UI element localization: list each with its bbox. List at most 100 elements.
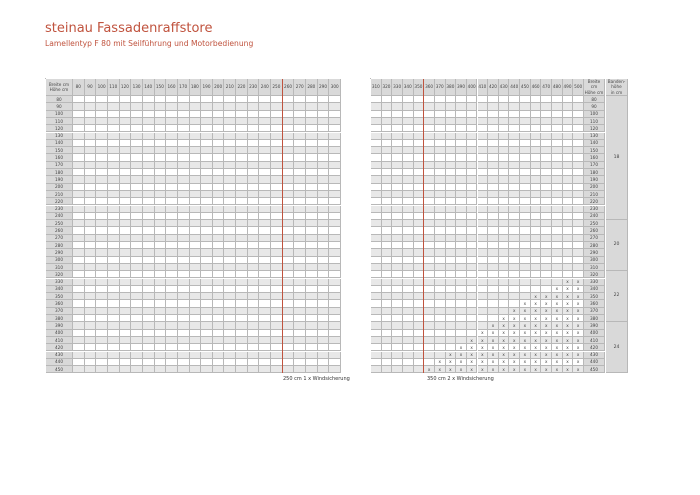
table-cell	[541, 183, 553, 191]
table-cell	[306, 263, 318, 272]
table-cell	[317, 176, 330, 184]
table-cell	[552, 176, 563, 184]
table-cell	[154, 249, 167, 257]
table-cell	[424, 176, 435, 184]
height-label: 210	[46, 190, 73, 199]
table-cell	[424, 344, 435, 352]
table-cell	[552, 212, 563, 221]
height-label: 250	[584, 220, 605, 228]
table-cell	[166, 110, 178, 118]
table-cell	[509, 103, 521, 111]
table-cell	[381, 263, 393, 272]
table-cell	[131, 125, 143, 133]
table-cell	[131, 293, 143, 301]
table-cell	[381, 256, 393, 264]
table-cell	[392, 132, 403, 140]
table-cell	[236, 300, 248, 308]
table-cell	[402, 117, 414, 126]
table-cell	[329, 96, 341, 104]
width-header: 80	[73, 79, 85, 96]
table-cell	[477, 125, 489, 133]
table-cell	[434, 154, 446, 162]
bandenhoehe-value: 18	[606, 96, 628, 221]
table-cell	[107, 227, 120, 235]
available-mark: x	[562, 278, 574, 286]
table-cell	[424, 351, 435, 359]
table-cell	[424, 300, 435, 308]
table-cell	[201, 132, 213, 140]
table-cell	[317, 293, 330, 301]
corner-header: Breite cm Höhe cm	[46, 79, 73, 96]
table-cell	[306, 161, 318, 169]
table-cell	[131, 271, 143, 279]
table-cell	[212, 117, 225, 126]
available-mark: x	[466, 344, 478, 352]
table-cell	[212, 249, 225, 257]
table-cell	[488, 117, 499, 126]
table-cell	[166, 227, 178, 235]
table-cell	[392, 220, 403, 228]
table-cell	[189, 110, 202, 118]
table-cell	[488, 249, 499, 257]
height-label: 390	[584, 322, 605, 330]
table-cell	[498, 117, 510, 126]
table-cell	[306, 117, 318, 126]
table-cell	[402, 161, 414, 169]
table-cell	[434, 212, 446, 221]
height-label: 130	[584, 132, 605, 140]
table-cell	[424, 234, 435, 242]
table-cell	[392, 96, 403, 104]
available-mark: x	[509, 322, 521, 330]
table-cell	[329, 198, 341, 206]
table-cell	[329, 336, 341, 345]
table-cell	[477, 176, 489, 184]
table-cell	[166, 212, 178, 221]
table-cell	[294, 322, 307, 330]
table-cell	[477, 293, 489, 301]
height-label: 370	[584, 307, 605, 315]
table-cell	[317, 125, 330, 133]
height-label: 330	[46, 278, 73, 286]
width-header: 480	[552, 79, 563, 96]
table-cell	[381, 234, 393, 242]
table-cell	[201, 249, 213, 257]
table-cell	[119, 169, 132, 177]
table-cell	[282, 176, 295, 184]
table-cell	[456, 220, 467, 228]
table-cell	[84, 220, 97, 228]
table-cell	[131, 132, 143, 140]
table-cell	[154, 190, 167, 199]
available-mark: x	[530, 344, 542, 352]
table-cell	[224, 293, 237, 301]
height-label: 430	[46, 351, 73, 359]
table-cell	[381, 198, 393, 206]
available-mark: x	[573, 293, 584, 301]
table-cell	[424, 147, 435, 155]
table-cell	[371, 358, 382, 367]
table-cell	[236, 169, 248, 177]
table-cell	[236, 190, 248, 199]
available-mark: x	[488, 329, 499, 337]
table-cell	[166, 147, 178, 155]
table-cell	[224, 96, 237, 104]
table-cell	[424, 125, 435, 133]
table-cell	[96, 169, 108, 177]
table-cell	[142, 190, 155, 199]
table-cell	[434, 300, 446, 308]
table-cell	[317, 329, 330, 337]
table-cell	[434, 278, 446, 286]
table-cell	[392, 315, 403, 323]
table-cell	[189, 234, 202, 242]
table-cell	[247, 183, 260, 191]
table-cell	[509, 220, 521, 228]
table-cell	[306, 234, 318, 242]
table-cell	[552, 169, 563, 177]
table-cell	[142, 358, 155, 367]
table-cell	[509, 293, 521, 301]
table-cell	[530, 110, 542, 118]
height-label: 140	[584, 139, 605, 148]
table-cell	[224, 344, 237, 352]
table-cell	[306, 336, 318, 345]
height-label: 310	[46, 263, 73, 272]
available-mark: x	[477, 366, 489, 374]
